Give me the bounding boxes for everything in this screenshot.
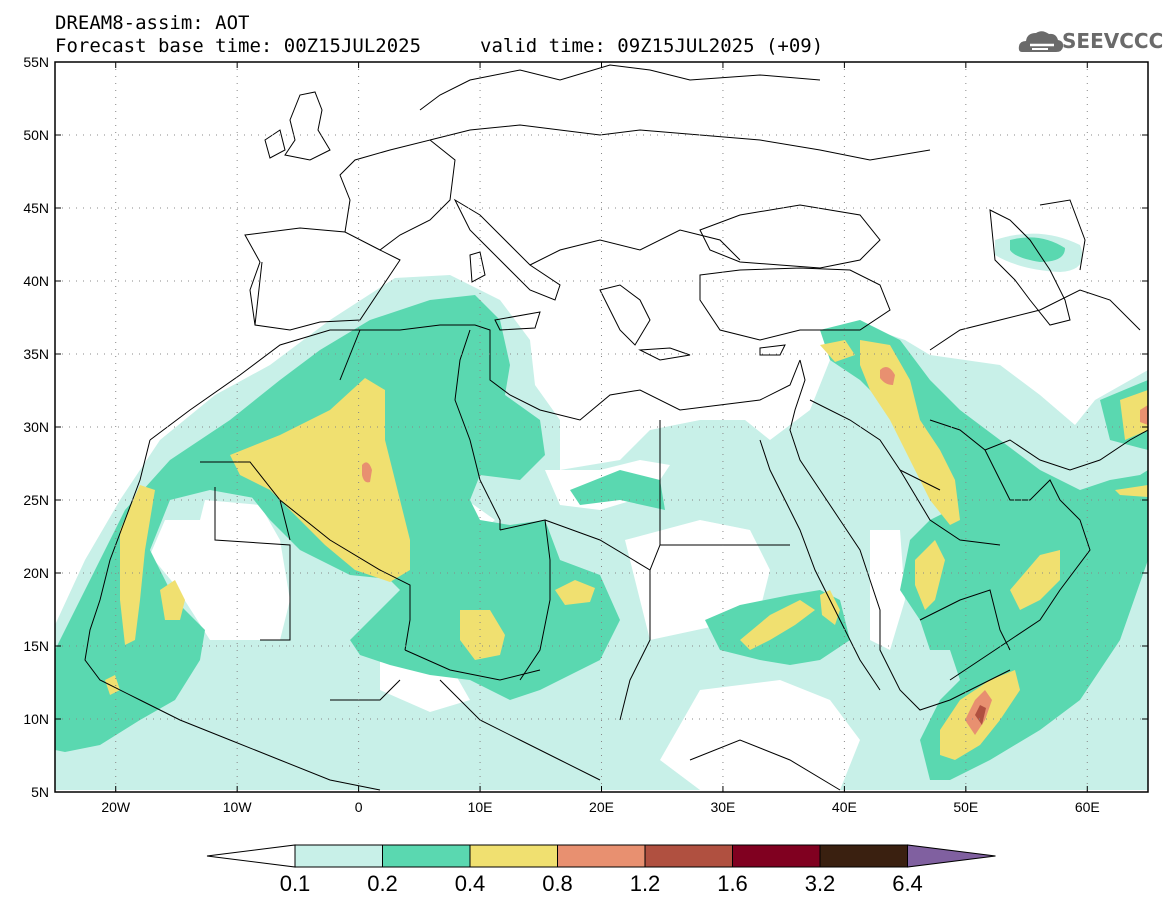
colorbar-segment	[644, 844, 733, 868]
colorbar-segment	[819, 844, 908, 868]
aot-level-1.2	[975, 705, 986, 725]
lat-tick-label: 45N	[23, 200, 49, 216]
lon-tick-label: 20E	[589, 799, 614, 815]
map-title: DREAM8-assim: AOT	[55, 12, 250, 34]
lon-tick-label: 40E	[832, 799, 857, 815]
colorbar-label: 0.1	[280, 871, 311, 896]
lat-tick-label: 20N	[23, 565, 49, 581]
lon-tick-label: 20W	[101, 799, 131, 815]
colorbar-label: 3.2	[805, 871, 836, 896]
lon-tick-label: 0	[355, 799, 363, 815]
colorbar-over-triangle	[907, 844, 996, 868]
forecast-base-time: Forecast base time: 00Z15JUL2025	[55, 35, 422, 57]
lat-tick-label: 40N	[23, 273, 49, 289]
axis-ticks: 55N 50N 45N 40N 35N 30N 25N 20N 15N 10N 5N 20W 10W 0 1…	[23, 54, 1148, 815]
gridlines	[55, 62, 1148, 792]
lat-tick-label: 30N	[23, 419, 49, 435]
lon-tick-label: 10E	[468, 799, 493, 815]
colorbar-label: 0.8	[542, 871, 573, 896]
lat-tick-label: 55N	[23, 54, 49, 70]
colorbar-label: 1.6	[717, 871, 748, 896]
logo-text: SEEVCCC	[1062, 29, 1164, 53]
colorbar-segment	[294, 844, 383, 868]
lon-tick-label: 10W	[223, 799, 253, 815]
lat-tick-label: 15N	[23, 638, 49, 654]
colorbar-label: 6.4	[892, 871, 923, 896]
lon-tick-label: 50E	[953, 799, 978, 815]
cloud-logo-icon	[1018, 31, 1064, 52]
aot-level-0.4	[105, 340, 1148, 760]
lat-tick-label: 35N	[23, 346, 49, 362]
colorbar-label: 1.2	[630, 871, 661, 896]
colorbar-under-triangle	[206, 844, 296, 868]
lon-tick-label: 30E	[710, 799, 735, 815]
aot-field	[55, 233, 1148, 790]
map-borders	[84, 64, 1148, 791]
colorbar-segment	[557, 844, 646, 868]
colorbar-label: 0.4	[455, 871, 486, 896]
lon-tick-label: 60E	[1075, 799, 1100, 815]
valid-time: valid time: 09Z15JUL2025 (+09)	[480, 35, 824, 57]
colorbar-segment	[469, 844, 558, 868]
colorbar: 0.1 0.2 0.4 0.8 1.2 1.6 3.2 6.4	[206, 844, 996, 896]
lat-tick-label: 5N	[31, 784, 49, 800]
colorbar-segment	[732, 844, 821, 868]
colorbar-label: 0.2	[367, 871, 398, 896]
lat-tick-label: 10N	[23, 711, 49, 727]
colorbar-segment	[382, 844, 471, 868]
lat-tick-label: 50N	[23, 127, 49, 143]
lat-tick-label: 25N	[23, 492, 49, 508]
